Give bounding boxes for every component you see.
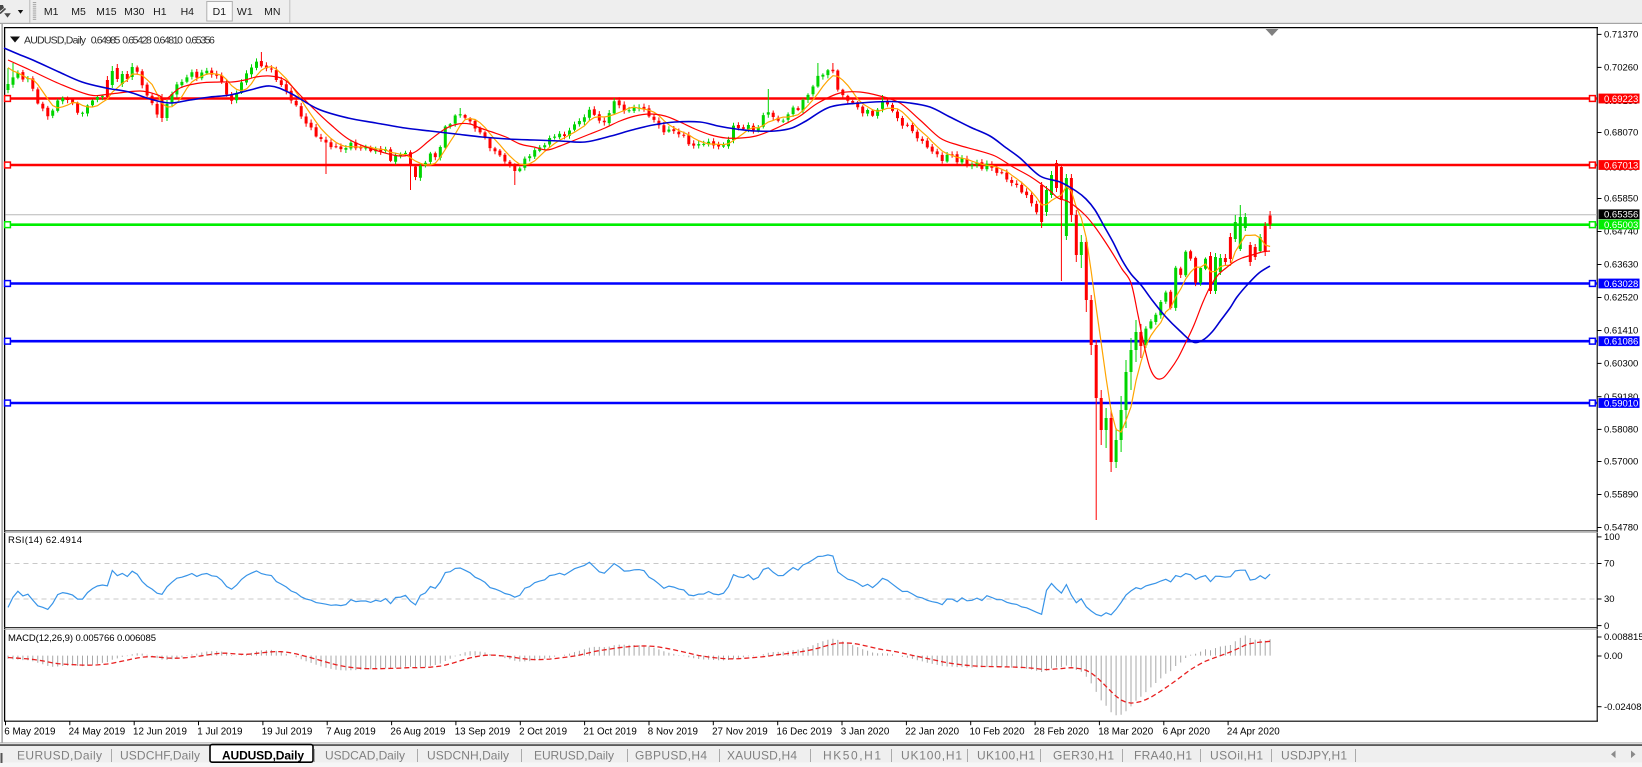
svg-text:0.63028: 0.63028 bbox=[1604, 279, 1638, 290]
svg-text:6 May 2019: 6 May 2019 bbox=[4, 726, 55, 737]
svg-text:10 Feb 2020: 10 Feb 2020 bbox=[970, 726, 1026, 737]
svg-text:27 Nov 2019: 27 Nov 2019 bbox=[712, 726, 768, 737]
svg-text:24 May 2019: 24 May 2019 bbox=[69, 726, 126, 737]
svg-text:0: 0 bbox=[1604, 621, 1609, 632]
svg-text:3 Jan 2020: 3 Jan 2020 bbox=[841, 726, 890, 737]
svg-text:0.65428: 0.65428 bbox=[122, 35, 152, 47]
svg-text:H4: H4 bbox=[181, 6, 195, 18]
svg-text:M5: M5 bbox=[71, 6, 86, 18]
svg-text:30: 30 bbox=[1604, 594, 1615, 605]
svg-text:0.58080: 0.58080 bbox=[1604, 425, 1638, 436]
svg-text:0.65003: 0.65003 bbox=[1604, 220, 1638, 231]
svg-text:12 Jun 2019: 12 Jun 2019 bbox=[133, 726, 187, 737]
svg-text:GER30,H1: GER30,H1 bbox=[1053, 748, 1114, 762]
svg-text:0.71370: 0.71370 bbox=[1604, 30, 1638, 41]
svg-text:HK50,H1: HK50,H1 bbox=[823, 748, 881, 762]
svg-text:AUDUSD,Daily: AUDUSD,Daily bbox=[222, 748, 304, 762]
svg-text:EURUSD,Daily: EURUSD,Daily bbox=[534, 748, 614, 762]
svg-text:XAUUSD,H4: XAUUSD,H4 bbox=[727, 748, 797, 762]
svg-text:21 Oct 2019: 21 Oct 2019 bbox=[583, 726, 636, 737]
svg-text:0.54780: 0.54780 bbox=[1604, 523, 1638, 534]
svg-text:FRA40,H1: FRA40,H1 bbox=[1134, 748, 1192, 762]
svg-text:0.69223: 0.69223 bbox=[1604, 94, 1638, 105]
svg-text:0.68070: 0.68070 bbox=[1604, 128, 1638, 139]
svg-text:70: 70 bbox=[1604, 559, 1615, 570]
svg-text:H1: H1 bbox=[153, 6, 167, 18]
svg-text:EURUSD,Daily: EURUSD,Daily bbox=[17, 748, 102, 762]
svg-text:0.00: 0.00 bbox=[1604, 651, 1623, 662]
svg-text:D1: D1 bbox=[213, 6, 227, 18]
svg-text:-0.024082: -0.024082 bbox=[1604, 702, 1642, 713]
svg-text:28 Feb 2020: 28 Feb 2020 bbox=[1034, 726, 1090, 737]
svg-text:16 Dec 2019: 16 Dec 2019 bbox=[777, 726, 833, 737]
svg-text:MN: MN bbox=[264, 6, 280, 18]
svg-text:13 Sep 2019: 13 Sep 2019 bbox=[455, 726, 511, 737]
svg-text:0.64985: 0.64985 bbox=[91, 35, 121, 47]
svg-text:MACD(12,26,9) 0.005766 0.00608: MACD(12,26,9) 0.005766 0.006085 bbox=[8, 633, 156, 644]
svg-text:0.65850: 0.65850 bbox=[1604, 194, 1638, 205]
svg-text:USDCHF,Daily: USDCHF,Daily bbox=[120, 748, 200, 762]
svg-text:0.61086: 0.61086 bbox=[1604, 337, 1638, 348]
svg-text:UK100,H1: UK100,H1 bbox=[977, 748, 1035, 762]
svg-text:0.60300: 0.60300 bbox=[1604, 359, 1638, 370]
svg-text:0.62520: 0.62520 bbox=[1604, 293, 1638, 304]
svg-text:USDCAD,Daily: USDCAD,Daily bbox=[325, 748, 405, 762]
svg-text:0.008815: 0.008815 bbox=[1604, 632, 1642, 643]
svg-text:M15: M15 bbox=[96, 6, 117, 18]
svg-text:19 Jul 2019: 19 Jul 2019 bbox=[262, 726, 313, 737]
svg-text:100: 100 bbox=[1604, 532, 1620, 543]
svg-text:8 Nov 2019: 8 Nov 2019 bbox=[648, 726, 698, 737]
svg-text:0.55890: 0.55890 bbox=[1604, 490, 1638, 501]
svg-text:6 Apr 2020: 6 Apr 2020 bbox=[1163, 726, 1211, 737]
svg-text:0.61410: 0.61410 bbox=[1604, 326, 1638, 337]
svg-text:24 Apr 2020: 24 Apr 2020 bbox=[1227, 726, 1280, 737]
svg-text:W1: W1 bbox=[237, 6, 253, 18]
svg-text:M1: M1 bbox=[44, 6, 59, 18]
svg-text:UK100,H1: UK100,H1 bbox=[901, 748, 962, 762]
svg-text:0.59180: 0.59180 bbox=[1604, 392, 1638, 403]
svg-text:0.65356: 0.65356 bbox=[1604, 210, 1638, 221]
svg-text:0.70260: 0.70260 bbox=[1604, 63, 1638, 74]
svg-text:RSI(14) 62.4914: RSI(14) 62.4914 bbox=[8, 535, 82, 546]
svg-text:0.65356: 0.65356 bbox=[185, 35, 215, 47]
svg-text:18 Mar 2020: 18 Mar 2020 bbox=[1098, 726, 1154, 737]
svg-text:USOil,H1: USOil,H1 bbox=[1210, 748, 1263, 762]
svg-text:AUDUSD,Daily: AUDUSD,Daily bbox=[24, 35, 87, 47]
svg-text:2 Oct 2019: 2 Oct 2019 bbox=[519, 726, 567, 737]
svg-text:0.64810: 0.64810 bbox=[154, 35, 184, 47]
svg-text:GBPUSD,H4: GBPUSD,H4 bbox=[635, 748, 707, 762]
svg-text:USDJPY,H1: USDJPY,H1 bbox=[1281, 748, 1347, 762]
svg-text:0.64740: 0.64740 bbox=[1604, 227, 1638, 238]
svg-text:0.59010: 0.59010 bbox=[1604, 398, 1638, 409]
svg-text:0.63630: 0.63630 bbox=[1604, 260, 1638, 271]
svg-text:USDCNH,Daily: USDCNH,Daily bbox=[427, 748, 509, 762]
svg-text:26 Aug 2019: 26 Aug 2019 bbox=[390, 726, 445, 737]
svg-text:M30: M30 bbox=[124, 6, 145, 18]
svg-text:1 Jul 2019: 1 Jul 2019 bbox=[197, 726, 242, 737]
svg-text:22 Jan 2020: 22 Jan 2020 bbox=[905, 726, 959, 737]
svg-text:0.67013: 0.67013 bbox=[1604, 160, 1638, 171]
svg-text:7 Aug 2019: 7 Aug 2019 bbox=[326, 726, 376, 737]
svg-text:0.57000: 0.57000 bbox=[1604, 457, 1638, 468]
